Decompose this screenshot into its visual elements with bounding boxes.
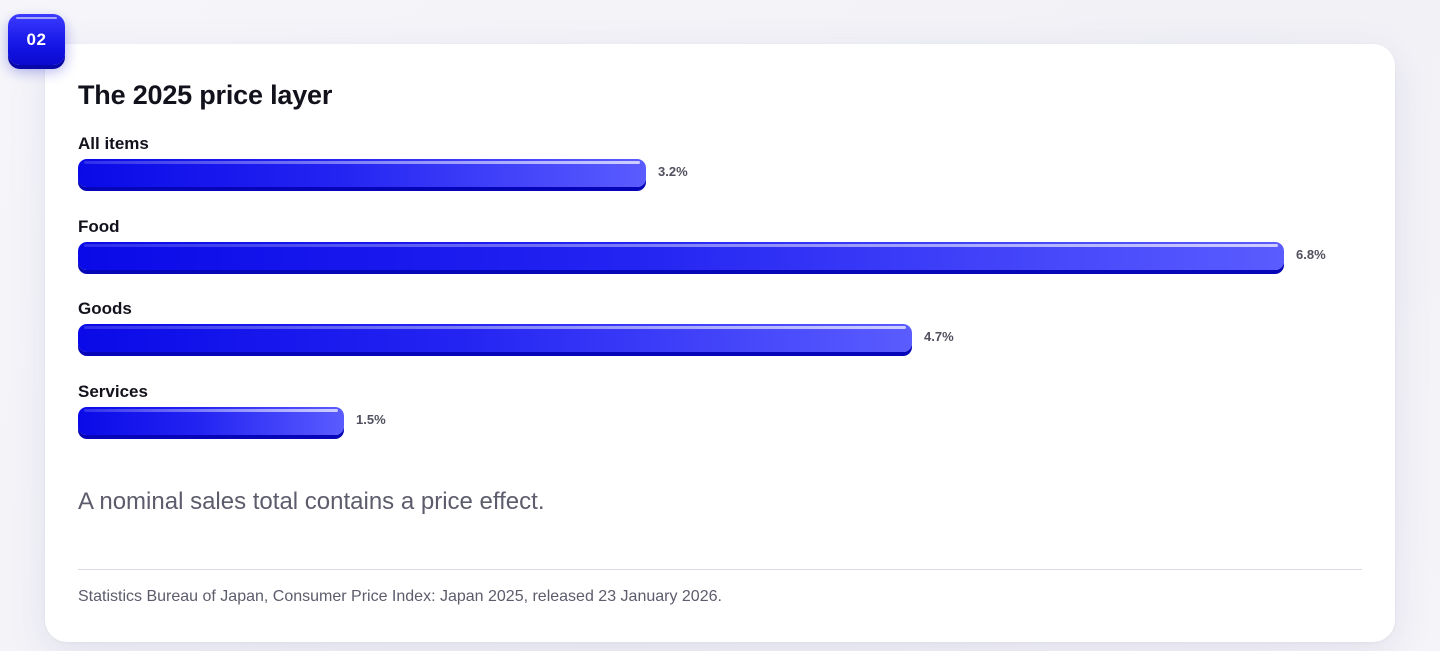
- bar-category-label: Food: [78, 216, 120, 236]
- chart-title: The 2025 price layer: [78, 80, 333, 110]
- bar-food: [78, 241, 1284, 270]
- bar-category-label: All items: [78, 134, 149, 153]
- bar-value-label: 6.8%: [1296, 246, 1326, 262]
- bar-services: [78, 406, 344, 435]
- source-citation: Statistics Bureau of Japan, Consumer Pri…: [78, 588, 722, 605]
- bar-goods: [78, 324, 912, 352]
- footer-divider: [78, 569, 1362, 570]
- bar-value-label: 1.5%: [356, 411, 386, 427]
- bar-category-label: Goods: [78, 299, 132, 318]
- chart-note: A nominal sales total contains a price e…: [78, 488, 545, 515]
- bar-value-label: 3.2%: [658, 164, 688, 179]
- bar-category-label: Services: [78, 381, 148, 401]
- section-number-badge: 02: [8, 14, 65, 65]
- bar-all-items: [78, 159, 646, 187]
- bar-value-label: 4.7%: [924, 329, 954, 344]
